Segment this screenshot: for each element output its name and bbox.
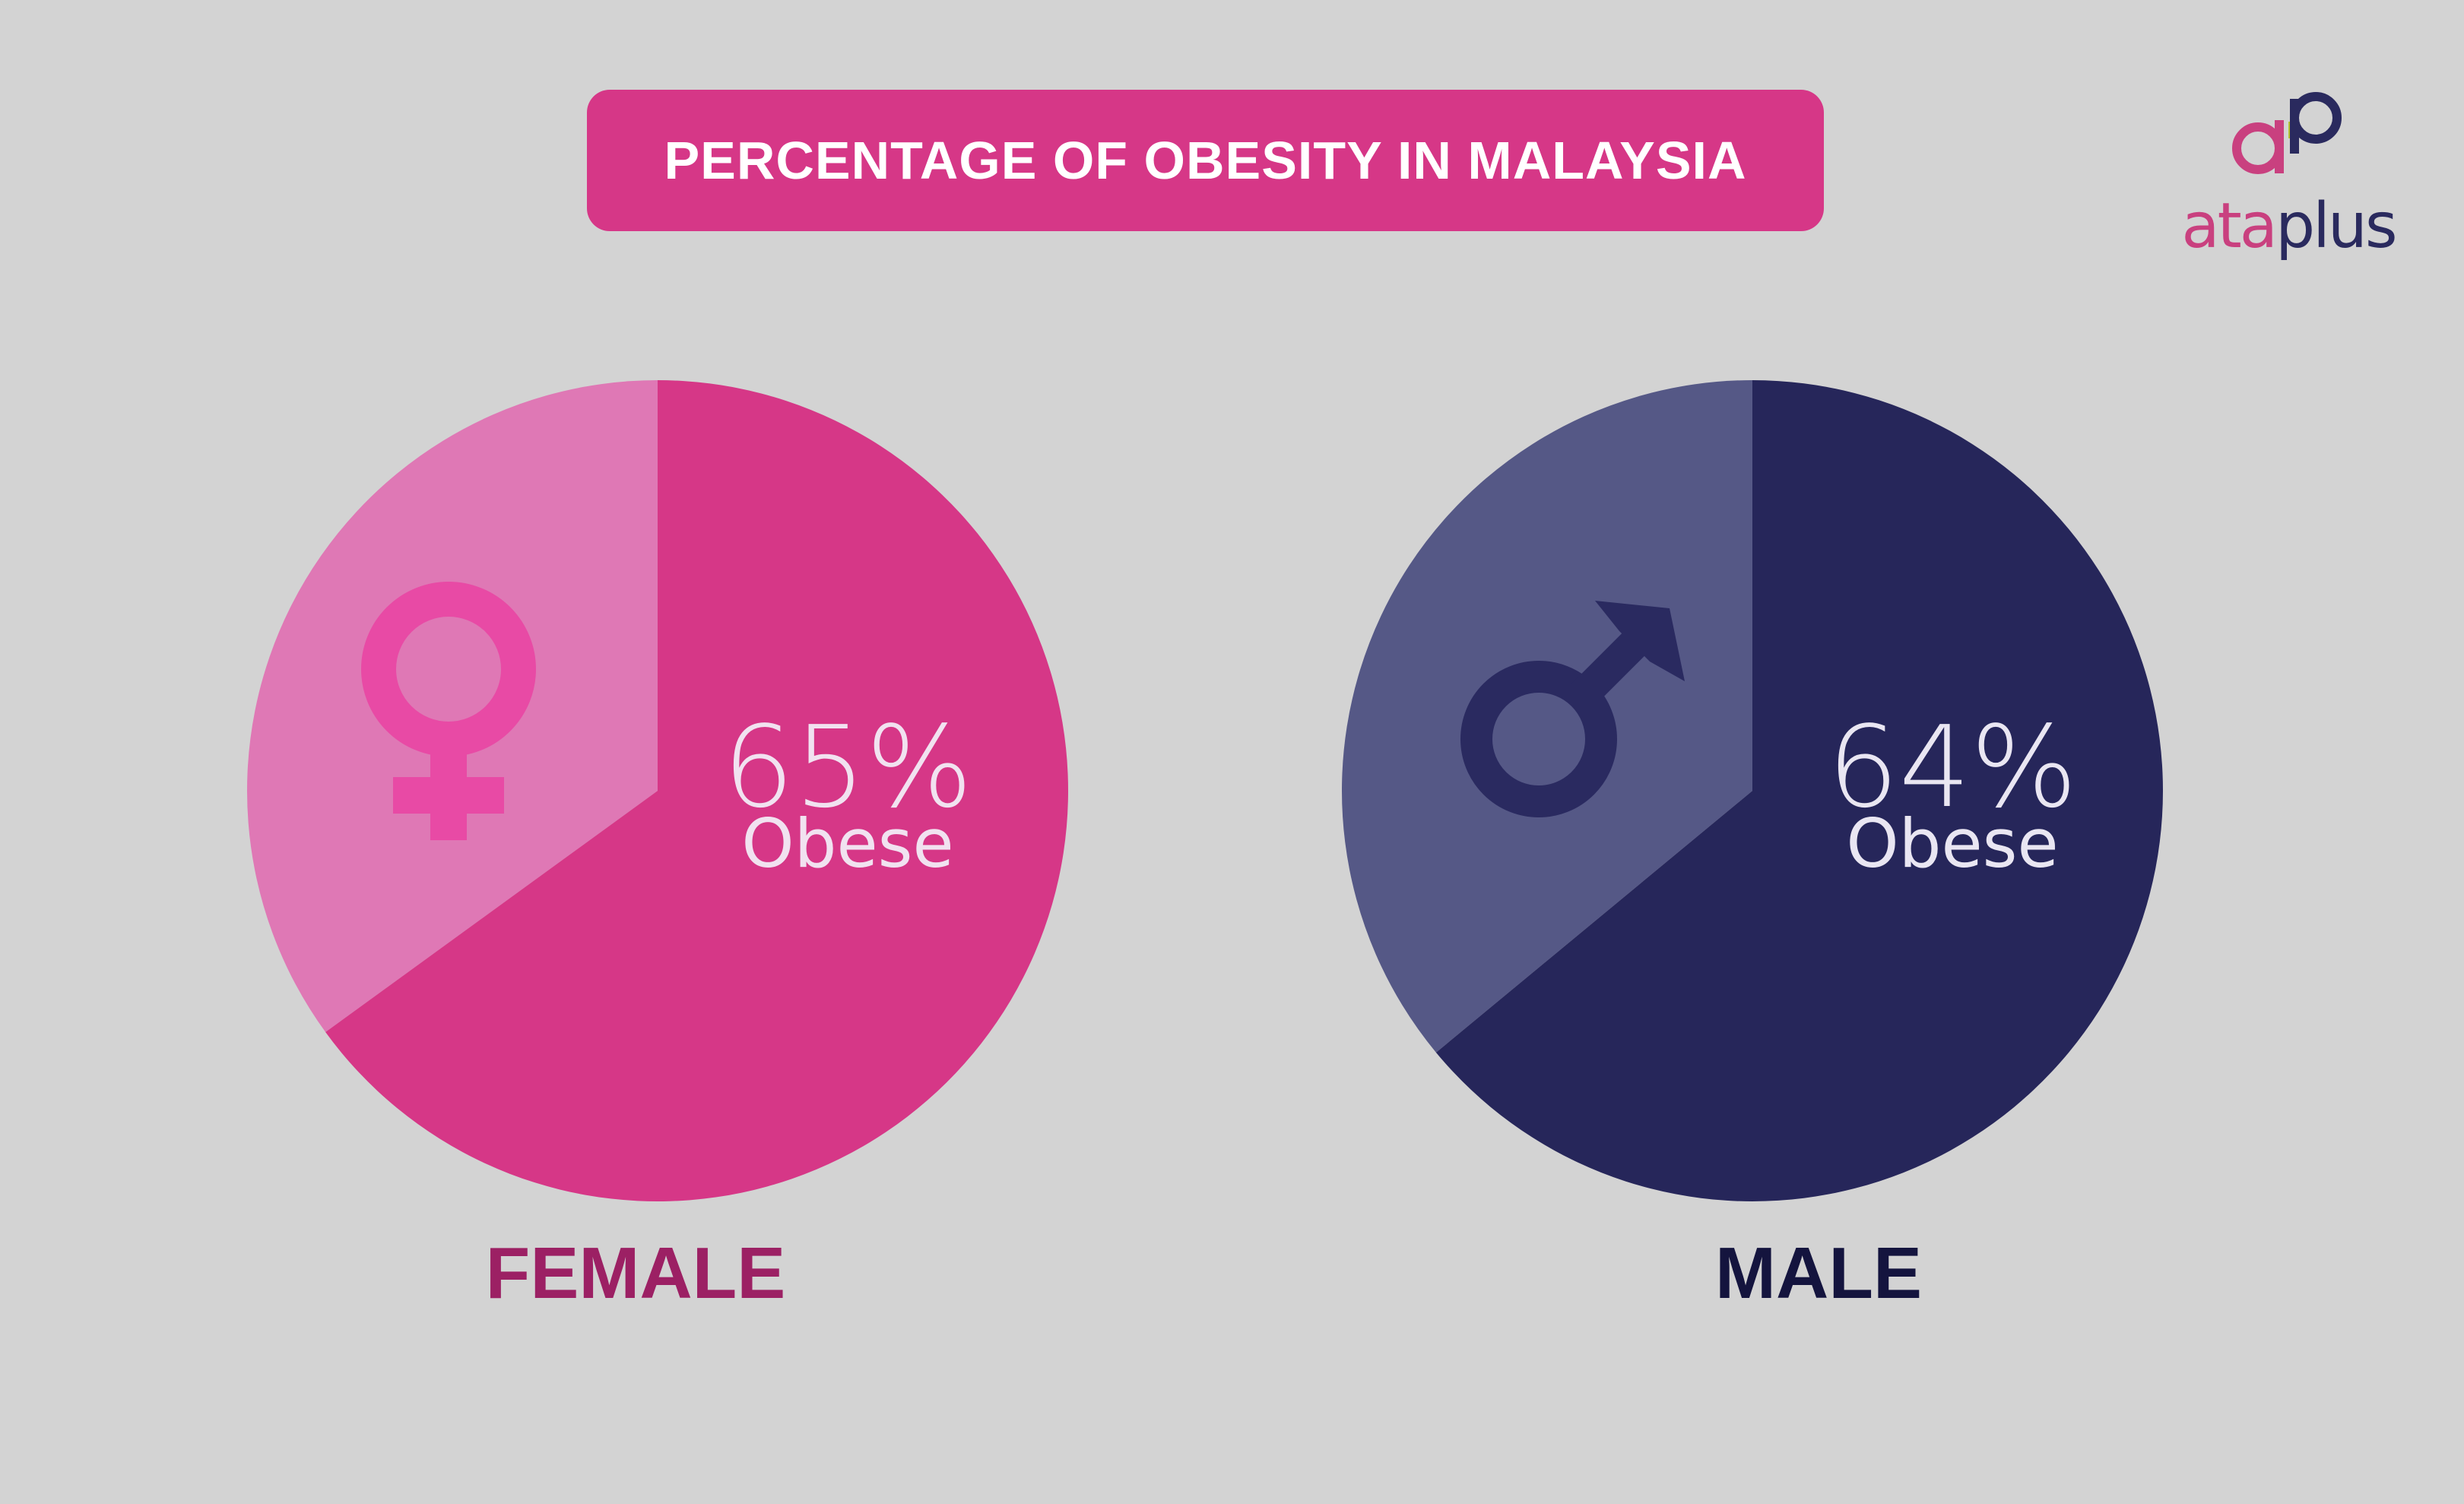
chart-title: PERCENTAGE OF OBESITY IN MALAYSIA [664, 131, 1747, 190]
female-symbol-icon [361, 582, 536, 840]
male-other-slice [1341, 380, 1752, 1053]
ataplus-logo: ataplus [2174, 76, 2402, 262]
female-obese-slice [325, 380, 1068, 1202]
male-label: MALE [1715, 1233, 1922, 1314]
title-banner: PERCENTAGE OF OBESITY IN MALAYSIA [587, 90, 1824, 231]
male-symbol-icon [1460, 601, 1685, 817]
female-label: FEMALE [485, 1233, 786, 1314]
male-obese-slice [1435, 380, 2164, 1202]
logo-wordmark: ataplus [2181, 190, 2397, 262]
logo-mark-icon [2232, 92, 2342, 174]
female-other-slice [247, 380, 658, 1033]
male-value-label: 64% [1828, 702, 2078, 833]
female-value-label: 65% [723, 702, 973, 833]
male-value-caption: Obese [1846, 804, 2058, 883]
female-pie: 65% Obese [247, 380, 1068, 1202]
female-value-caption: Obese [741, 804, 953, 883]
male-pie: 64% Obese [1341, 380, 2164, 1202]
